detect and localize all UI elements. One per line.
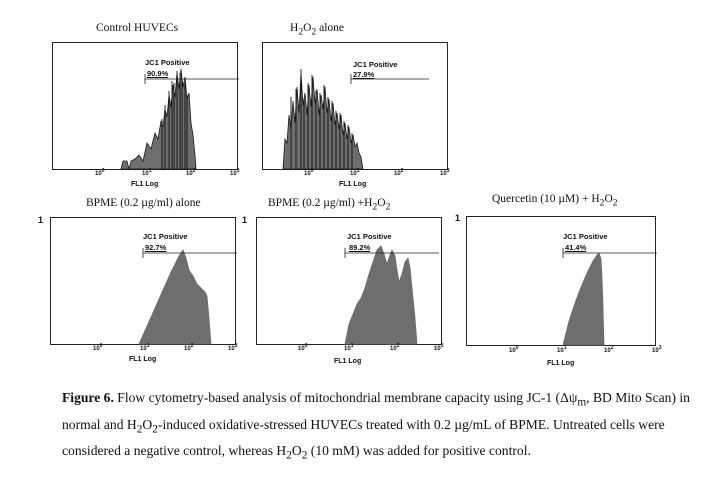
figure-label: Figure 6. xyxy=(62,390,114,405)
panel-title: H2O2 alone xyxy=(290,22,344,38)
histogram-area xyxy=(282,72,364,170)
x-axis-label: FL1 Log xyxy=(339,181,367,188)
tick-label: 103 xyxy=(652,345,662,354)
tick-label: 101 xyxy=(142,168,152,177)
histogram-svg xyxy=(562,248,657,346)
gate-label: JC1 Positive xyxy=(145,58,190,67)
gate-percent: 89.2% xyxy=(349,243,371,252)
tick-label: 100 xyxy=(509,345,519,354)
tick-label: 101 xyxy=(140,343,150,352)
histogram-plot: JC1 Positive 90.9% xyxy=(52,42,239,170)
histogram-area xyxy=(344,245,418,345)
histogram-svg xyxy=(282,69,429,170)
tick-label: 102 xyxy=(184,343,194,352)
tick-label: 100 xyxy=(298,343,308,352)
tick-label: 100 xyxy=(304,168,314,177)
histogram-svg xyxy=(344,245,439,345)
tick-label: 100 xyxy=(93,343,103,352)
histogram-plot: JC1 Positive 92.7% xyxy=(50,217,237,345)
y-axis-marker: 1 xyxy=(242,215,248,225)
histogram-plot: JC1 Positive 27.9% xyxy=(262,42,448,170)
panel-title: BPME (0.2 µg/ml) alone xyxy=(86,197,201,209)
x-axis-label: FL1 Log xyxy=(129,356,157,363)
x-axis-label: FL1 Log xyxy=(131,181,159,188)
tick-label: 101 xyxy=(557,345,567,354)
panel-title: Quercetin (10 µM) + H2O2 xyxy=(492,193,618,209)
tick-label: 103 xyxy=(440,168,450,177)
histogram-svg xyxy=(138,248,237,345)
histogram-area xyxy=(138,249,212,345)
tick-label: 102 xyxy=(604,345,614,354)
gate-percent: 92.7% xyxy=(145,243,167,252)
histogram-area xyxy=(562,252,605,346)
figure-caption: Figure 6. Flow cytometry-based analysis … xyxy=(62,390,690,463)
tick-label: 102 xyxy=(390,343,400,352)
tick-label: 102 xyxy=(394,168,404,177)
tick-label: 100 xyxy=(95,168,105,177)
gate-label: JC1 Positive xyxy=(143,232,188,241)
x-axis-label: FL1 Log xyxy=(334,358,362,365)
gate-percent: 90.9% xyxy=(147,69,169,78)
panel-title: Control HUVECs xyxy=(96,22,179,34)
y-axis-marker: 1 xyxy=(455,213,461,223)
panel-title: BPME (0.2 µg/ml) +H2O2 xyxy=(268,197,391,213)
x-axis-label: FL1 Log xyxy=(547,360,575,367)
gate-label: JC1 Positive xyxy=(353,60,398,69)
tick-label: 103 xyxy=(228,343,238,352)
histogram-plot: JC1 Positive 89.2% xyxy=(256,217,442,345)
gate-percent: 27.9% xyxy=(353,70,375,79)
gate-percent: 41.4% xyxy=(565,243,587,252)
gate-label: JC1 Positive xyxy=(347,232,392,241)
histogram-plot: JC1 Positive 41.4% xyxy=(466,216,657,346)
tick-label: 101 xyxy=(350,168,360,177)
tick-label: 102 xyxy=(186,168,196,177)
gate-label: JC1 Positive xyxy=(563,232,608,241)
histogram-svg xyxy=(120,68,239,170)
y-axis-marker: 1 xyxy=(38,215,44,225)
tick-label: 101 xyxy=(344,343,354,352)
tick-label: 103 xyxy=(434,343,444,352)
tick-label: 103 xyxy=(230,168,240,177)
